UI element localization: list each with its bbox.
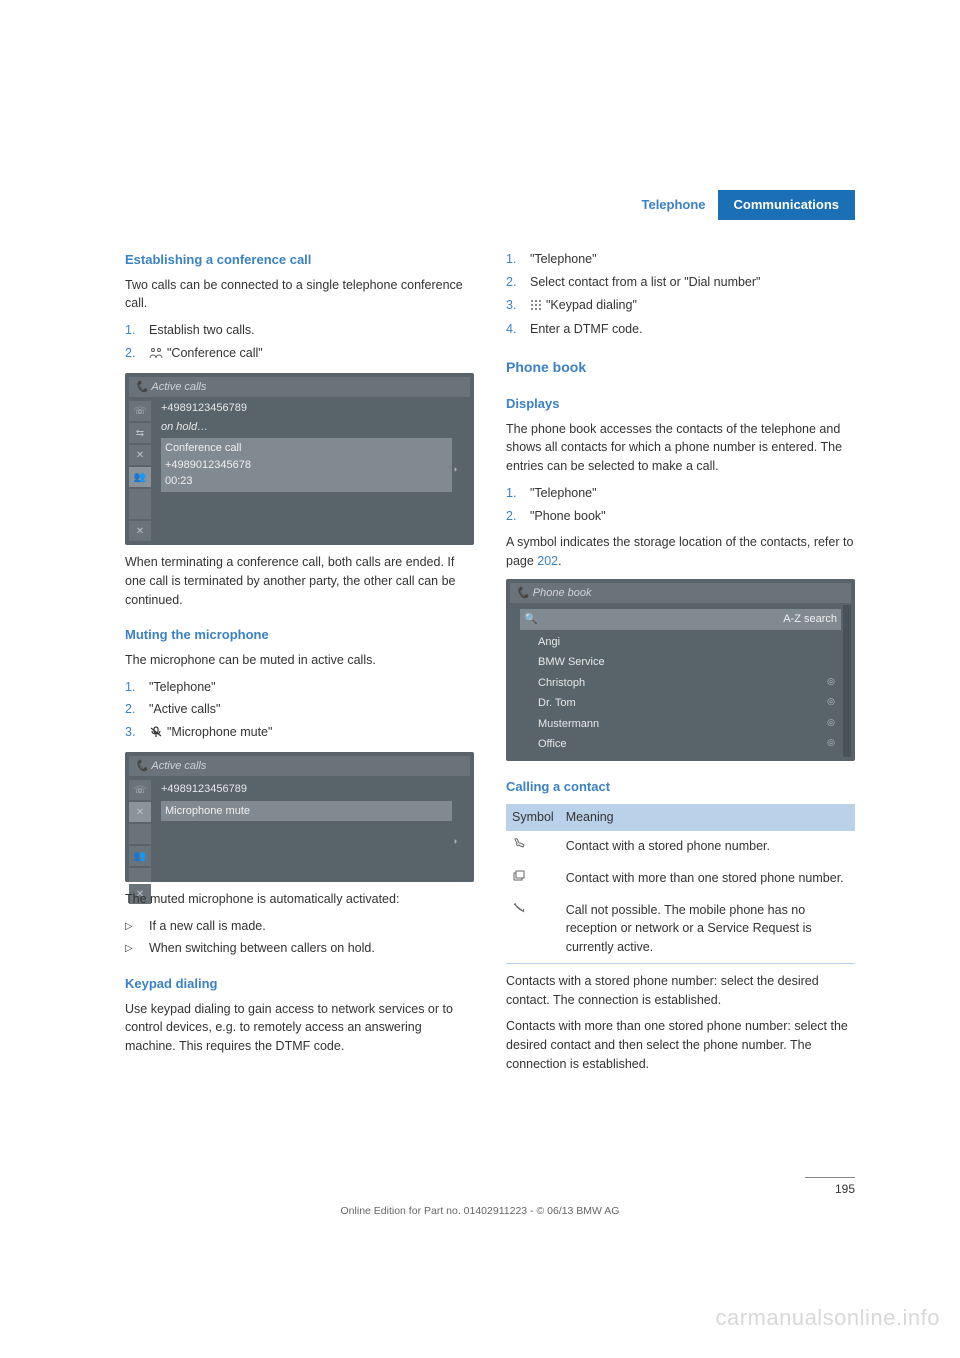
heading-calling: Calling a contact (506, 777, 855, 797)
header-chapter: Communications (718, 190, 855, 220)
screenshot-active-calls-2: 📞 Active calls ☏✕👥✕ +4989123456789 Micro… (125, 752, 474, 882)
steps-conference: Establish two calls. "Conference call" (125, 321, 474, 365)
step: Enter a DTMF code. (506, 320, 855, 339)
step: "Conference call" (125, 344, 474, 365)
steps-keypad: "Telephone" Select contact from a list o… (506, 250, 855, 339)
symbol-table: Symbol Meaning Contact with a stored pho… (506, 804, 855, 964)
manual-page: Telephone Communications Establishing a … (0, 0, 960, 1358)
step: Select contact from a list or "Dial numb… (506, 273, 855, 292)
ss-content: +4989123456789 on hold… Conference call … (155, 399, 452, 541)
content-columns: Establishing a conference call Two calls… (125, 250, 855, 1082)
ss-row: on hold… (161, 418, 452, 437)
screenshot-active-calls-1: 📞 Active calls ☏⇆✕👥✕ +4989123456789 on h… (125, 373, 474, 546)
heading-muting: Muting the microphone (125, 625, 474, 645)
step: "Phone book" (506, 507, 855, 526)
pb-row: Dr. Tom◎ (520, 693, 841, 714)
page-ref[interactable]: 202 (537, 554, 558, 568)
para: The phone book accesses the contacts of … (506, 420, 855, 476)
step: "Telephone" (125, 678, 474, 697)
pb-row: Angi (520, 632, 841, 653)
ss-scrollbar (843, 605, 851, 757)
ss-row: +4989123456789 (161, 780, 452, 799)
ss-title: 📞 Phone book (510, 583, 851, 604)
meaning: Contact with a stored phone number. (560, 831, 855, 863)
th-symbol: Symbol (506, 804, 560, 831)
edition-line: Online Edition for Part no. 01402911223 … (0, 1204, 960, 1220)
th-meaning: Meaning (560, 804, 855, 831)
pb-row: Christoph◎ (520, 673, 841, 694)
step: "Telephone" (506, 484, 855, 503)
screenshot-phonebook: 📞 Phone book 🔍 A-Z search Angi BMW Servi… (506, 579, 855, 761)
step-text: "Microphone mute" (167, 725, 272, 739)
conference-icon (149, 346, 163, 365)
para: Contacts with more than one stored phone… (506, 1017, 855, 1073)
ss-title: 📞 Active calls (129, 377, 470, 398)
ss-search: 🔍 A-Z search (520, 609, 841, 630)
bullet: When switching between callers on hold. (125, 939, 474, 958)
ss-iconcol: ☏⇆✕👥✕ (129, 399, 155, 541)
ss-content: +4989123456789 Microphone mute (155, 778, 452, 904)
para: When terminating a conference call, both… (125, 553, 474, 609)
pb-row: BMW Service (520, 652, 841, 673)
step: Establish two calls. (125, 321, 474, 340)
para: A symbol indicates the storage location … (506, 533, 855, 571)
mic-mute-icon (149, 725, 163, 744)
ss-title: 📞 Active calls (129, 756, 470, 777)
sym-phone-icon (506, 831, 560, 863)
step: "Microphone mute" (125, 723, 474, 744)
pb-row: Office◎ (520, 734, 841, 755)
step-text: "Keypad dialing" (546, 298, 637, 312)
ss-highlight: Conference call +4989012345678 00:23 (161, 438, 452, 492)
step-text: "Conference call" (167, 346, 263, 360)
heading-keypad: Keypad dialing (125, 974, 474, 994)
para: Contacts with a stored phone number: sel… (506, 972, 855, 1010)
para: Two calls can be connected to a single t… (125, 276, 474, 314)
steps-muting: "Telephone" "Active calls" "Microphone m… (125, 678, 474, 744)
para: The microphone can be muted in active ca… (125, 651, 474, 670)
header-section: Telephone (629, 195, 717, 215)
step: "Telephone" (506, 250, 855, 269)
bullet: If a new call is made. (125, 917, 474, 936)
pb-row: Mustermann◎ (520, 714, 841, 735)
step: "Keypad dialing" (506, 296, 855, 317)
ss-highlight: Microphone mute (161, 801, 452, 822)
para: Use keypad dialing to gain access to net… (125, 1000, 474, 1056)
page-number: 195 (805, 1177, 855, 1198)
left-column: Establishing a conference call Two calls… (125, 250, 474, 1082)
steps-phonebook: "Telephone" "Phone book" (506, 484, 855, 526)
ss-iconcol: ☏✕👥✕ (129, 778, 155, 904)
keypad-icon (530, 298, 542, 317)
meaning: Call not possible. The mobile phone has … (560, 895, 855, 964)
watermark: carmanualsonline.info (715, 1301, 940, 1334)
heading-conference: Establishing a conference call (125, 250, 474, 270)
meaning: Contact with more than one stored phone … (560, 863, 855, 895)
step: "Active calls" (125, 700, 474, 719)
header-bar: Telephone Communications (629, 192, 855, 218)
ss-row: +4989123456789 (161, 399, 452, 418)
right-column: "Telephone" Select contact from a list o… (506, 250, 855, 1082)
sym-no-call-icon (506, 895, 560, 964)
heading-displays: Displays (506, 394, 855, 414)
heading-phonebook: Phone book (506, 357, 855, 378)
sym-card-icon (506, 863, 560, 895)
bullet-list: If a new call is made. When switching be… (125, 917, 474, 959)
